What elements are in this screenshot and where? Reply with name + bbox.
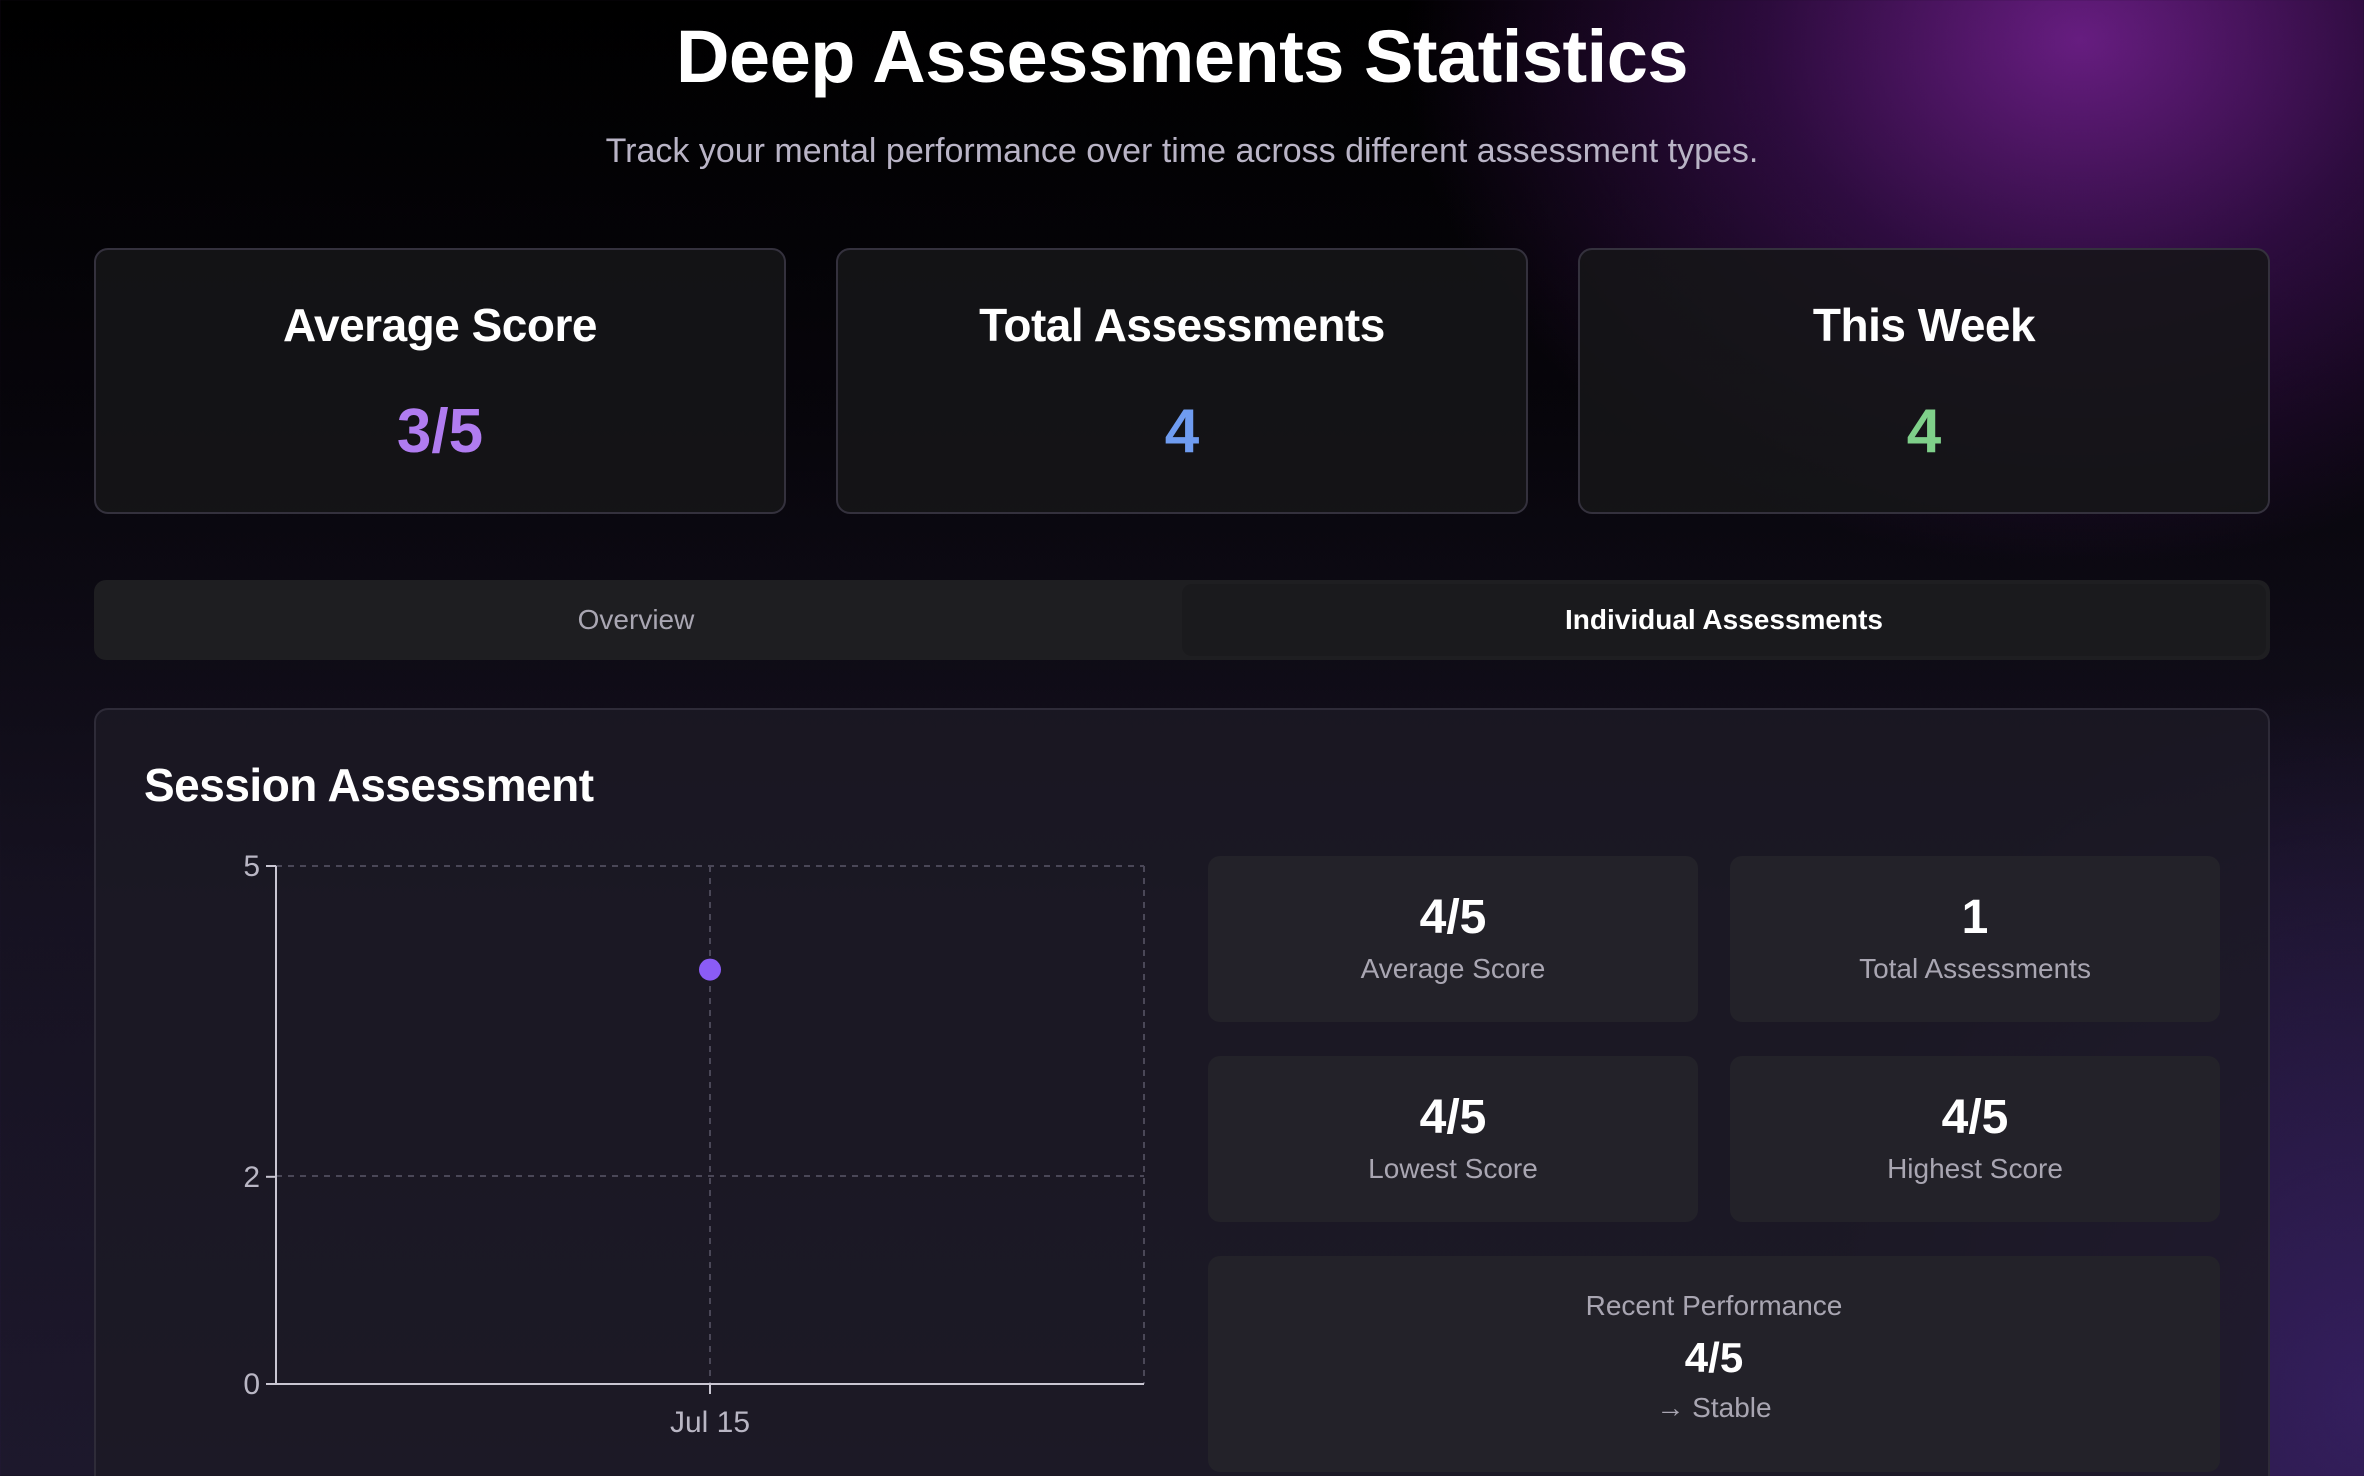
stat-highest-label: Highest Score	[1887, 1153, 2063, 1184]
stat-total-value: 1	[1961, 891, 1989, 944]
y-tick-label: 0	[243, 1368, 260, 1401]
x-tick-label: Jul 15	[670, 1406, 750, 1439]
stat-average-label: Average Score	[1360, 953, 1546, 984]
recent-performance-trend: → Stable	[1656, 1392, 1772, 1423]
average-score-card: Average Score 3/5	[94, 248, 786, 514]
page-subtitle: Track your mental performance over time …	[605, 132, 1759, 170]
tab-bar: Overview Individual Assessments	[94, 580, 2270, 660]
score-chart: 0 2 5 Jul 15	[243, 850, 1145, 1439]
stat-lowest-value: 4/5	[1419, 1091, 1487, 1144]
average-score-label: Average Score	[283, 299, 597, 351]
session-assessment-panel: Session Assessment 0 2 5 Jul 15 4/5 Averag…	[94, 708, 2270, 1476]
total-assessments-label: Total Assessments	[979, 299, 1385, 351]
data-point[interactable]	[699, 958, 721, 981]
stat-average-value: 4/5	[1419, 891, 1487, 944]
stat-card-total: 1 Total Assessments	[1730, 856, 2220, 1022]
y-tick-label: 5	[243, 850, 260, 883]
this-week-card: This Week 4	[1578, 248, 2270, 514]
tab-overview[interactable]: Overview	[577, 604, 695, 635]
stat-total-label: Total Assessments	[1859, 953, 2091, 984]
total-assessments-value: 4	[1164, 397, 1200, 466]
page-title: Deep Assessments Statistics	[675, 15, 1689, 98]
stat-lowest-label: Lowest Score	[1368, 1153, 1538, 1184]
recent-performance-label: Recent Performance	[1585, 1290, 1843, 1321]
recent-performance-value: 4/5	[1684, 1334, 1744, 1381]
panel-title: Session Assessment	[144, 759, 594, 811]
tab-individual-assessments[interactable]: Individual Assessments	[1182, 584, 2266, 656]
stat-highest-value: 4/5	[1941, 1091, 2009, 1144]
stat-card-lowest: 4/5 Lowest Score	[1208, 1056, 1698, 1222]
this-week-value: 4	[1906, 397, 1942, 466]
y-tick-label: 2	[243, 1161, 260, 1194]
this-week-label: This Week	[1812, 299, 2036, 351]
recent-performance-card: Recent Performance 4/5 → Stable	[1208, 1256, 2220, 1472]
total-assessments-card: Total Assessments 4	[836, 248, 1528, 514]
stat-card-highest: 4/5 Highest Score	[1730, 1056, 2220, 1222]
stat-card-average: 4/5 Average Score	[1208, 856, 1698, 1022]
summary-cards: Average Score 3/5 Total Assessments 4 Th…	[94, 248, 2270, 516]
average-score-value: 3/5	[396, 397, 484, 466]
